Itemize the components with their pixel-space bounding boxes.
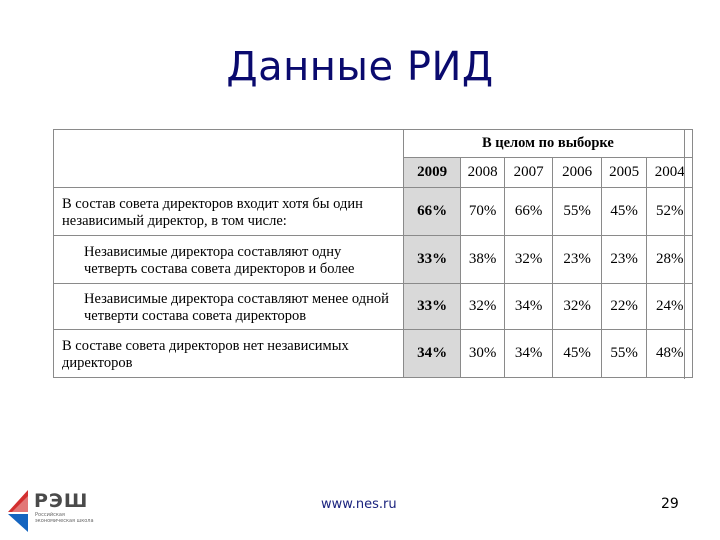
table-row: Независимые директора составляют менее о… [53,283,693,330]
row-value: 45% [600,187,648,236]
row-value: 34% [503,283,554,330]
year-header: 2006 [552,157,602,188]
row-value: 66% [402,187,462,236]
row-value: 55% [600,329,648,378]
row-value: 32% [460,283,505,330]
table-row: В состав совета директоров входит хотя б… [53,187,693,236]
row-label: В состав совета директоров входит хотя б… [53,187,404,236]
logo-text: РЭШ [34,490,89,512]
row-value: 55% [552,187,602,236]
table-row: Независимые директора составляют одну че… [53,235,693,284]
row-value: 66% [503,187,554,236]
row-value: 34% [503,329,554,378]
footer-url-link[interactable]: www.nes.ru [321,497,397,512]
row-value: 30% [460,329,505,378]
data-table-container: В целом по выборке 2009 2008 2007 2006 2… [53,129,720,379]
nes-logo-icon [8,490,28,532]
row-label: В составе совета директоров нет независи… [53,329,404,378]
page-number: 29 [661,496,679,512]
row-value: 38% [460,235,505,284]
row-value: 52% [646,187,693,236]
page-title: Данные РИД [226,44,494,90]
row-label: Независимые директора составляют одну че… [53,235,404,284]
row-value: 33% [402,283,462,330]
year-header: 2005 [600,157,648,188]
row-value: 48% [646,329,693,378]
row-value: 34% [402,329,462,378]
row-value: 33% [402,235,462,284]
row-value: 32% [503,235,554,284]
logo-subtext: Российская экономическая школа [35,512,94,524]
row-value: 45% [552,329,602,378]
row-value: 23% [552,235,602,284]
year-header: 2009 [402,157,462,188]
year-header: 2007 [503,157,554,188]
year-header: 2008 [460,157,505,188]
row-label: Независимые директора составляют менее о… [53,283,404,330]
table-cropped-edge [684,129,688,379]
row-value: 24% [646,283,693,330]
table-group-header-row: В целом по выборке [53,129,694,188]
row-value: 70% [460,187,505,236]
table-year-row: 2009 2008 2007 2006 2005 2004 [54,157,693,188]
row-value: 32% [552,283,602,330]
row-value: 23% [600,235,648,284]
table-row: В составе совета директоров нет независи… [53,329,693,378]
data-table: В целом по выборке 2009 2008 2007 2006 2… [53,129,694,378]
group-header: В целом по выборке [402,129,694,158]
table-corner-cell [53,129,404,188]
row-value: 22% [600,283,648,330]
year-header: 2004 [646,157,693,188]
